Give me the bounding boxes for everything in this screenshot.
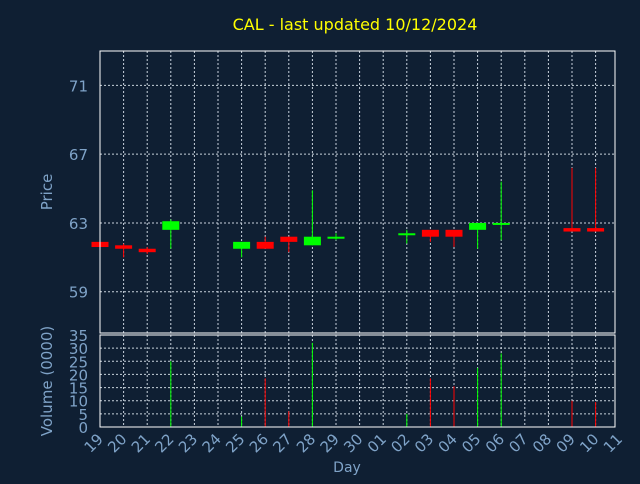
x-tick-label: 01 [364,430,390,456]
x-tick-label: 20 [104,430,130,456]
price-grid [100,51,615,333]
x-tick-label: 02 [387,430,413,456]
x-tick-label: 23 [175,430,201,456]
price-y-tick-label: 71 [69,77,88,95]
volume-y-tick-label: 20 [69,366,88,384]
candle-body [421,229,439,237]
candle-body [563,228,581,232]
x-axis-label: Day [333,460,361,476]
price-y-tick-labels: 59 63 67 71 [69,77,88,301]
x-tick-label: 29 [317,430,343,456]
candle-body [398,233,416,236]
x-tick-label: 22 [151,430,177,456]
volume-panel-frame [99,334,616,428]
price-y-tick-label: 67 [69,146,88,164]
volume-axis-label: Volume (0000) [38,326,56,436]
x-tick-label: 04 [435,430,461,456]
candle-body [327,236,345,239]
x-tick-label: 21 [128,430,154,456]
candlestick-series [91,167,605,258]
candle-body [445,229,463,237]
x-tick-labels: 1920212223242526272829300102030405060708… [81,430,626,456]
x-tick-label: 09 [553,430,579,456]
x-tick-label: 07 [505,430,531,456]
volume-grid [100,334,615,428]
volume-y-tick-label: 15 [69,380,88,398]
volume-y-tick-label: 0 [78,419,88,437]
price-y-tick-label: 63 [69,215,88,233]
candle-body [280,236,298,242]
candle-body [469,222,487,230]
x-tick-label: 27 [269,430,295,456]
x-tick-label: 26 [246,430,272,456]
volume-bar-series [170,342,597,427]
volume-y-tick-label: 30 [69,340,88,358]
x-tick-label: 24 [199,430,225,456]
x-tick-label: 30 [340,430,366,456]
chart-title: CAL - last updated 10/12/2024 [233,15,478,34]
x-tick-label: 25 [222,430,248,456]
price-axis-label: Price [38,174,56,211]
x-tick-label: 03 [411,430,437,456]
volume-y-tick-label: 5 [78,406,88,424]
x-tick-label: 08 [529,430,555,456]
price-y-tick-label: 59 [69,284,88,302]
candle-body [138,248,156,253]
x-tick-label: 05 [458,430,484,456]
x-tick-label: 28 [293,430,319,456]
candle-body [233,241,251,249]
volume-y-tick-label: 25 [69,353,88,371]
candle-body [303,236,321,246]
candle-body [162,221,180,230]
volume-y-tick-label: 10 [69,393,88,411]
candle-body [492,222,510,225]
volume-y-tick-label: 35 [69,327,88,345]
candle-body [115,245,133,249]
x-tick-label: 06 [482,430,508,456]
x-tick-label: 10 [576,430,602,456]
candle-body [256,241,274,249]
x-tick-label: 11 [600,430,626,456]
candle-body [587,228,605,232]
price-panel-frame [99,50,616,334]
